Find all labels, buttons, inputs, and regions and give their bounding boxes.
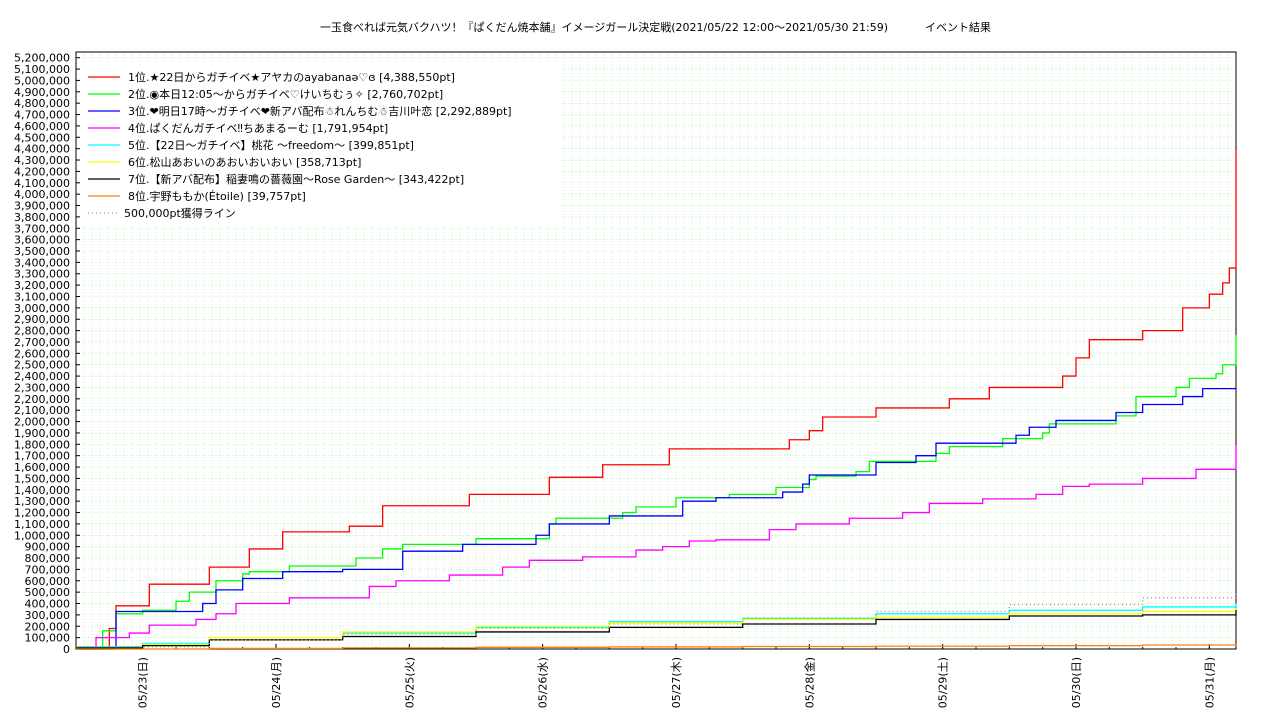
y-tick-label: 700,000 xyxy=(25,563,71,576)
y-tick-label: 2,900,000 xyxy=(14,313,70,326)
y-tick-label: 200,000 xyxy=(25,620,71,633)
legend-label: 2位.◉本日12:05～からガチイベ♡けいちむぅ✧ [2,760,702pt] xyxy=(128,87,443,101)
y-tick-label: 4,000,000 xyxy=(14,188,70,201)
legend-label: 7位.【新アバ配布】稲妻鳴の薔薇園～Rose Garden～ [343,422p… xyxy=(128,172,464,186)
series-line-9 xyxy=(76,592,1237,648)
y-tick-label: 3,200,000 xyxy=(14,279,70,292)
y-tick-label: 4,400,000 xyxy=(14,143,70,156)
y-tick-label: 400,000 xyxy=(25,598,71,611)
y-tick-label: 1,000,000 xyxy=(14,529,70,542)
y-tick-label: 2,600,000 xyxy=(14,347,70,360)
y-tick-label: 2,800,000 xyxy=(14,325,70,338)
y-axis: 0100,000200,000300,000400,000500,000600,… xyxy=(14,52,80,656)
x-tick-label: 05/26(水) xyxy=(537,657,550,708)
y-tick-label: 1,200,000 xyxy=(14,507,70,520)
y-tick-label: 2,500,000 xyxy=(14,359,70,372)
y-tick-label: 1,500,000 xyxy=(14,472,70,485)
legend-label: 3位.❤明日17時～ガチイベ❤新アバ配布☃れんちむ☃吉川叶恋 [2,292,88… xyxy=(128,104,512,118)
y-tick-label: 4,500,000 xyxy=(14,131,70,144)
y-tick-label: 2,400,000 xyxy=(14,370,70,383)
legend: 1位.★22日からガチイベ★アヤカのayabanaə♡ɞ [4,388,550p… xyxy=(80,66,560,226)
legend-label: 8位.宇野ももか(Étoile) [39,757pt] xyxy=(128,189,306,203)
y-tick-label: 2,700,000 xyxy=(14,336,70,349)
x-tick-label: 05/30(日) xyxy=(1070,657,1083,708)
x-tick-label: 05/31(月) xyxy=(1203,657,1216,708)
x-tick-label: 05/23(日) xyxy=(137,657,150,708)
y-tick-label: 4,700,000 xyxy=(14,109,70,122)
x-tick-label: 05/25(火) xyxy=(403,657,416,708)
y-tick-label: 3,700,000 xyxy=(14,222,70,235)
legend-label: 500,000pt獲得ライン xyxy=(124,207,236,220)
series-line-4 xyxy=(76,445,1237,650)
y-tick-label: 800,000 xyxy=(25,552,71,565)
legend-label: 6位.松山あおいのあおいおいおい [358,713pt] xyxy=(128,155,361,169)
y-tick-label: 4,600,000 xyxy=(14,120,70,133)
y-tick-label: 4,300,000 xyxy=(14,154,70,167)
y-tick-label: 600,000 xyxy=(25,575,71,588)
series-lines xyxy=(76,149,1237,650)
y-tick-label: 3,400,000 xyxy=(14,256,70,269)
y-tick-label: 1,800,000 xyxy=(14,438,70,451)
y-tick-label: 3,800,000 xyxy=(14,211,70,224)
y-tick-label: 2,100,000 xyxy=(14,404,70,417)
y-tick-label: 2,300,000 xyxy=(14,381,70,394)
y-tick-label: 100,000 xyxy=(25,632,71,645)
y-tick-label: 3,000,000 xyxy=(14,302,70,315)
x-tick-label: 05/29(土) xyxy=(937,657,950,708)
y-tick-label: 4,900,000 xyxy=(14,86,70,99)
y-tick-label: 1,100,000 xyxy=(14,518,70,531)
y-tick-label: 2,000,000 xyxy=(14,416,70,429)
legend-label: 4位.ぱくだんガチイベ‼ちあまるーむ [1,791,954pt] xyxy=(128,121,388,135)
y-tick-label: 3,600,000 xyxy=(14,234,70,247)
chart-title: 一玉食べれば元気バクハツ！『ぱくだん焼本舗』イメージガール決定戦(2021/05… xyxy=(320,20,888,34)
series-line-3 xyxy=(76,387,1237,650)
legend-label: 1位.★22日からガチイベ★アヤカのayabanaə♡ɞ [4,388,550p… xyxy=(128,70,455,84)
y-tick-label: 4,800,000 xyxy=(14,97,70,110)
series-line-2 xyxy=(76,335,1237,650)
y-tick-label: 0 xyxy=(63,643,70,656)
y-tick-label: 500,000 xyxy=(25,586,71,599)
x-tick-label: 05/24(月) xyxy=(270,657,283,708)
series-line-8 xyxy=(76,644,1237,650)
y-tick-label: 5,100,000 xyxy=(14,63,70,76)
y-tick-label: 4,100,000 xyxy=(14,177,70,190)
y-tick-label: 900,000 xyxy=(25,541,71,554)
y-tick-label: 1,400,000 xyxy=(14,484,70,497)
y-tick-label: 1,600,000 xyxy=(14,461,70,474)
series-line-7 xyxy=(76,609,1237,649)
legend-label: 5位.【22日～ガチイベ】桃花 ～freedom～ [399,851pt] xyxy=(128,138,414,152)
y-tick-label: 1,300,000 xyxy=(14,495,70,508)
y-tick-label: 3,100,000 xyxy=(14,290,70,303)
y-tick-label: 1,900,000 xyxy=(14,427,70,440)
x-tick-label: 05/28(金) xyxy=(802,657,816,708)
y-tick-label: 3,500,000 xyxy=(14,245,70,258)
y-tick-label: 3,300,000 xyxy=(14,268,70,281)
y-tick-label: 5,200,000 xyxy=(14,52,70,65)
y-tick-label: 5,000,000 xyxy=(14,74,70,87)
y-tick-label: 4,200,000 xyxy=(14,165,70,178)
x-tick-label: 05/27(木) xyxy=(670,657,683,708)
x-axis: 05/23(日) 05/24(月) 05/25(火) 05/26(水) 05/27(木)… xyxy=(75,644,1216,708)
series-line-1 xyxy=(76,149,1237,650)
legend-box xyxy=(80,66,560,226)
chart-subtitle: イベント結果 xyxy=(925,20,991,34)
y-tick-label: 3,900,000 xyxy=(14,200,70,213)
y-tick-label: 300,000 xyxy=(25,609,71,622)
y-tick-label: 2,200,000 xyxy=(14,393,70,406)
y-tick-label: 1,700,000 xyxy=(14,450,70,463)
